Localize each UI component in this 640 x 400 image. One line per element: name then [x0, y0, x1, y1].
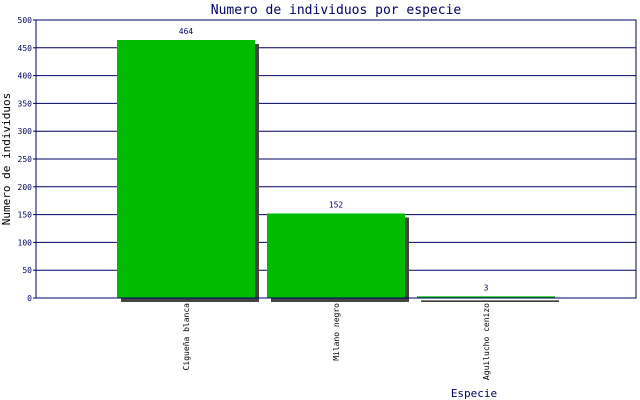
bar — [267, 213, 405, 298]
category-labels: Cigueña blanca Milano negro Aguilucho ceni… — [182, 303, 491, 380]
data-label: 3 — [484, 283, 489, 292]
y-tick-label: 50 — [22, 266, 32, 275]
y-axis-ticks: 0 50 100 150 200 250 300 350 400 450 500 — [18, 16, 36, 303]
data-labels: 464 152 3 — [179, 27, 489, 292]
y-tick-label: 150 — [18, 211, 33, 220]
y-tick-label: 500 — [18, 16, 33, 25]
bars — [117, 40, 559, 303]
bar — [417, 296, 555, 298]
y-tick-label: 0 — [27, 294, 32, 303]
y-axis-label: Numero de individuos — [0, 93, 13, 225]
plot-border — [35, 19, 637, 299]
bar-shadow — [421, 300, 559, 302]
y-tick-label: 350 — [18, 99, 33, 108]
y-tick-label: 300 — [18, 127, 33, 136]
y-tick-label: 450 — [18, 44, 33, 53]
x-axis-label: Especie — [451, 387, 497, 400]
chart-title: Numero de individuos por especie — [211, 3, 462, 18]
category-label: Milano negro — [332, 303, 341, 361]
data-label: 152 — [329, 200, 344, 209]
y-tick-label: 400 — [18, 72, 33, 81]
y-tick-label: 200 — [18, 183, 33, 192]
y-tick-label: 100 — [18, 238, 33, 247]
category-label: Aguilucho cenizo — [482, 303, 491, 380]
plot-frame — [35, 19, 637, 299]
bar — [117, 40, 255, 299]
data-label: 464 — [179, 27, 194, 36]
category-label: Cigueña blanca — [182, 303, 191, 371]
y-tick-label: 250 — [18, 155, 33, 164]
